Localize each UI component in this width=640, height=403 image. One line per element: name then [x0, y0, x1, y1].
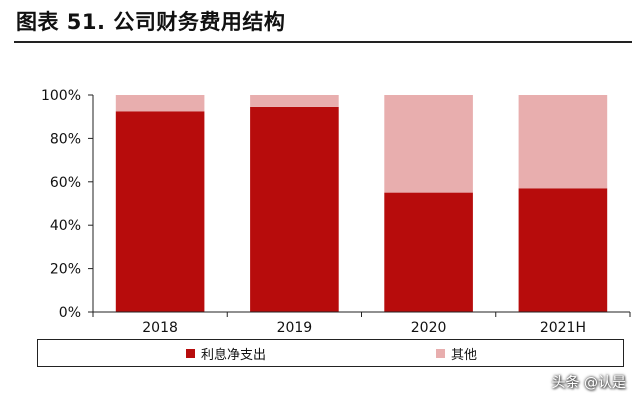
legend-swatch-other	[436, 349, 445, 358]
title-divider	[14, 41, 632, 43]
bar-2018-series-0	[115, 111, 205, 312]
legend-item-interest: 利息净支出	[186, 344, 266, 363]
chart-title: 图表 51. 公司财务费用结构	[16, 10, 286, 34]
x-tick-label-2019: 2019	[277, 320, 313, 336]
legend-label-other: 其他	[451, 348, 478, 363]
bar-2021H-series-1	[518, 95, 608, 189]
bar-2019-series-1	[250, 95, 339, 107]
chart-legend: 利息净支出 其他	[37, 339, 624, 367]
bar-2020-series-0	[384, 192, 473, 312]
y-tick-label-60: 60%	[50, 175, 81, 191]
y-tick-label-0: 0%	[59, 305, 81, 321]
y-tick-label-20: 20%	[50, 262, 81, 278]
watermark: 头条 @认是	[551, 375, 626, 391]
legend-item-other: 其他	[436, 344, 477, 363]
y-tick-label-80: 80%	[50, 131, 81, 147]
x-tick-label-2021H: 2021H	[540, 320, 586, 336]
legend-swatch-interest	[186, 349, 195, 358]
bar-2018-series-1	[115, 95, 205, 112]
legend-label-interest: 利息净支出	[201, 348, 267, 363]
y-tick-label-40: 40%	[50, 218, 81, 234]
x-tick-label-2018: 2018	[142, 320, 178, 336]
bar-2019-series-0	[250, 106, 339, 313]
y-tick-label-100: 100%	[41, 88, 81, 104]
bar-2021H-series-0	[518, 188, 608, 312]
x-tick-label-2020: 2020	[411, 320, 447, 336]
bar-chart: 2018 2019 2020 2021H 0% 20% 40% 60% 80% 100%	[41, 88, 631, 336]
bar-2020-series-1	[384, 95, 473, 193]
